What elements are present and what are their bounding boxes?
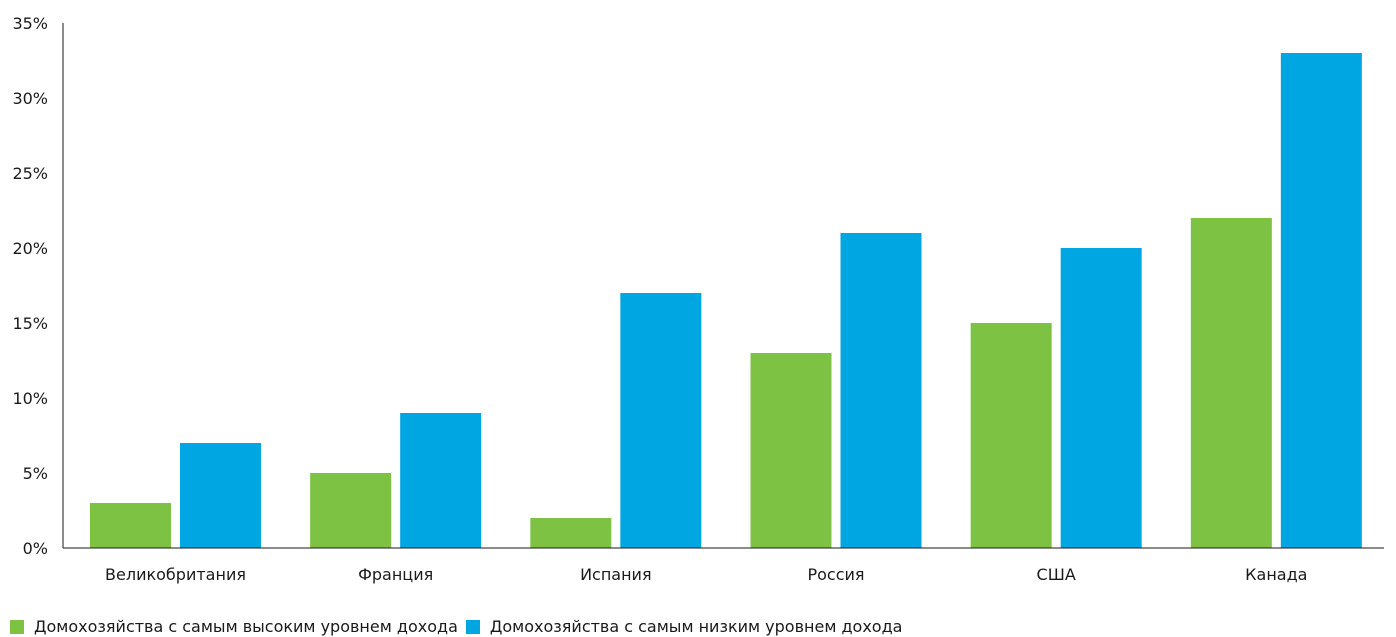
bar-high-income (1190, 218, 1272, 548)
x-tick-label: Великобритания (105, 565, 246, 584)
y-tick-label: 35% (12, 14, 48, 33)
bar-low-income (1060, 248, 1142, 548)
legend-label-low-income: Домохозяйства с самым низким уровнем дох… (489, 617, 903, 636)
bar-low-income (1280, 53, 1362, 548)
y-tick-label: 30% (12, 89, 48, 108)
bar-high-income (530, 518, 612, 548)
legend: Домохозяйства с самым высоким уровнем до… (10, 617, 910, 637)
legend-label-high-income: Домохозяйства с самым высоким уровнем до… (34, 617, 458, 636)
y-tick-label: 10% (12, 389, 48, 408)
y-tick-label: 20% (12, 239, 48, 258)
x-tick-label: Россия (807, 565, 864, 584)
legend-swatch-high-income (10, 620, 24, 634)
x-tick-label: Канада (1245, 565, 1307, 584)
bar-low-income (620, 293, 702, 548)
bar-high-income (970, 323, 1052, 548)
bar-high-income (310, 473, 392, 548)
bar-high-income (90, 503, 171, 548)
x-axis-ticks: Великобритания Франция Испания Россия США Кан… (105, 565, 1307, 584)
y-tick-label: 25% (12, 164, 48, 183)
x-tick-label: Франция (358, 565, 433, 584)
bars-group (90, 53, 1362, 548)
x-tick-label: Испания (580, 565, 652, 584)
bar-low-income (840, 233, 922, 548)
x-tick-label: США (1037, 565, 1076, 584)
legend-swatch-low-income (465, 620, 480, 634)
bar-high-income (750, 353, 832, 548)
y-tick-label: 15% (12, 314, 48, 333)
bar-low-income (180, 443, 261, 548)
y-tick-label: 0% (23, 539, 48, 558)
legend-item-low-income: Домохозяйства с самым низким уровнем дох… (465, 617, 903, 637)
legend-item-high-income: Домохозяйства с самым высоким уровнем до… (10, 617, 458, 637)
y-axis-ticks: 0% 5% 10% 15% 20% 25% 30% 35% (12, 14, 48, 558)
y-tick-label: 5% (23, 464, 48, 483)
bar-low-income (400, 413, 482, 548)
